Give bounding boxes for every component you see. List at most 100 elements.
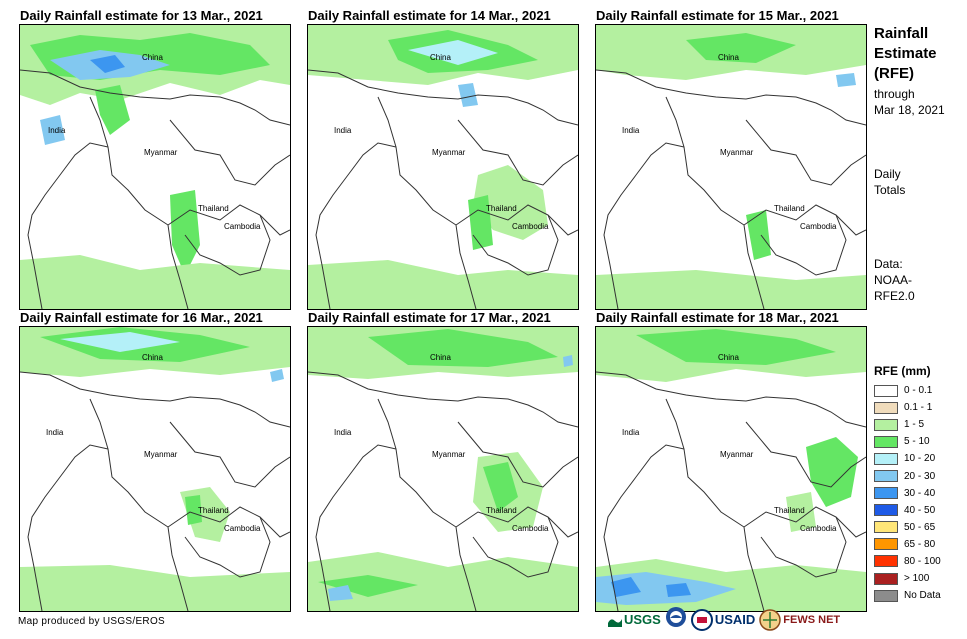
legend-swatch [874,521,898,534]
label-myanmar: Myanmar [432,450,466,459]
label-thailand: Thailand [486,204,517,213]
label-cambodia: Cambodia [224,222,261,231]
map-labels: China India Myanmar Thailand Cambodia [48,53,261,231]
label-myanmar: Myanmar [720,148,754,157]
country-borders [20,69,290,309]
label-india: India [334,126,352,135]
legend-label: 20 - 30 [904,470,936,482]
legend-label: 40 - 50 [904,504,936,516]
label-myanmar: Myanmar [720,450,754,459]
legend-label: 50 - 65 [904,521,936,533]
sidebar-title: Rainfall Estimate (RFE) [874,24,937,84]
label-myanmar: Myanmar [144,450,178,459]
legend-label: 5 - 10 [904,436,930,448]
label-china: China [718,353,739,362]
sidebar-title-line-1: Rainfall [874,25,929,42]
legend-swatch [874,452,898,465]
label-cambodia: Cambodia [800,222,837,231]
panel-title-16-mar: Daily Rainfall estimate for 16 Mar., 202… [20,310,263,325]
legend-item: 40 - 50 [874,502,941,519]
rainfall-map-16-mar: China India Myanmar Thailand Cambodia [19,326,291,612]
fewsnet-globe-icon [759,608,782,631]
legend-item: No Data [874,587,941,604]
through-label: through [874,87,915,101]
legend-item: 65 - 80 [874,536,941,553]
rainfall-map-17-mar: China India Myanmar Thailand Cambodia [307,326,579,612]
sidebar-through-date: through Mar 18, 2021 [874,86,945,118]
label-thailand: Thailand [198,204,229,213]
daily-label: Daily [874,167,901,181]
rain-areas [20,327,290,611]
label-india: India [46,428,64,437]
usgs-wave-icon [608,618,622,627]
sidebar-daily-totals: Daily Totals [874,166,905,198]
rainfall-map-14-mar: China India Myanmar Thailand Cambodia [307,24,579,310]
fewsnet-text: FEWS NET [783,613,841,626]
legend-label: > 100 [904,573,930,585]
legend-label: 10 - 20 [904,453,936,465]
country-borders [20,371,290,611]
legend-item: 80 - 100 [874,553,941,570]
rain-areas [596,25,866,309]
legend-item: > 100 [874,570,941,587]
country-borders [596,371,866,611]
label-china: China [142,353,163,362]
label-china: China [430,353,451,362]
panel-title-18-mar: Daily Rainfall estimate for 18 Mar., 202… [596,310,839,325]
legend-swatch [874,470,898,483]
sidebar-data-source: Data: NOAA- RFE2.0 [874,256,915,304]
legend-item: 20 - 30 [874,467,941,484]
label-cambodia: Cambodia [224,524,261,533]
rain-areas [20,25,290,309]
legend-label: 30 - 40 [904,487,936,499]
label-cambodia: Cambodia [512,222,549,231]
label-cambodia: Cambodia [512,524,549,533]
legend-swatch [874,384,898,397]
legend-swatch [874,487,898,500]
label-china: China [142,53,163,62]
map-labels: China India Myanmar Thailand Cambodia [622,353,837,533]
legend-label: 0.1 - 1 [904,402,933,414]
source-line-1: NOAA- [874,273,913,287]
usaid-logo: USAID [690,608,755,631]
legend-swatch [874,589,898,602]
rain-areas [308,327,578,611]
label-thailand: Thailand [774,506,805,515]
map-labels: China India Myanmar Thailand Cambodia [334,53,549,231]
rainfall-map-15-mar: China India Myanmar Thailand Cambodia [595,24,867,310]
noaa-logo [665,606,687,633]
label-china: China [430,53,451,62]
country-borders [596,69,866,309]
panel-title-14-mar: Daily Rainfall estimate for 14 Mar., 202… [308,8,551,23]
through-date: Mar 18, 2021 [874,103,945,117]
noaa-seal-icon [665,607,686,627]
label-myanmar: Myanmar [432,148,466,157]
rainfall-map-18-mar: China India Myanmar Thailand Cambodia [595,326,867,612]
usaid-seal-icon [690,608,713,631]
label-india: India [334,428,352,437]
panel-title-15-mar: Daily Rainfall estimate for 15 Mar., 202… [596,8,839,23]
legend-item: 1 - 5 [874,416,941,433]
legend-swatch [874,555,898,568]
fewsnet-logo: FEWS NET [759,608,841,631]
data-label: Data: [874,257,903,271]
rain-areas [308,25,578,309]
sidebar-title-line-3: (RFE) [874,65,914,82]
legend-swatch [874,435,898,448]
usgs-text: USGS [624,612,661,627]
legend-item: 5 - 10 [874,433,941,450]
legend-swatch [874,572,898,585]
legend-label: 65 - 80 [904,538,936,550]
legend-swatch [874,504,898,517]
legend-label: 1 - 5 [904,419,925,431]
legend-item: 30 - 40 [874,485,941,502]
legend-item: 0 - 0.1 [874,382,941,399]
credit-text: Map produced by USGS/EROS [18,616,166,627]
map-labels: China India Myanmar Thailand Cambodia [334,353,549,533]
rainfall-map-13-mar: China India Myanmar Thailand Cambodia [19,24,291,310]
map-labels: China India Myanmar Thailand Cambodia [46,353,261,533]
panel-title-13-mar: Daily Rainfall estimate for 13 Mar., 202… [20,8,263,23]
legend-item: 50 - 65 [874,519,941,536]
label-myanmar: Myanmar [144,148,178,157]
logos: USGS USAID FEWS NET [608,606,840,633]
